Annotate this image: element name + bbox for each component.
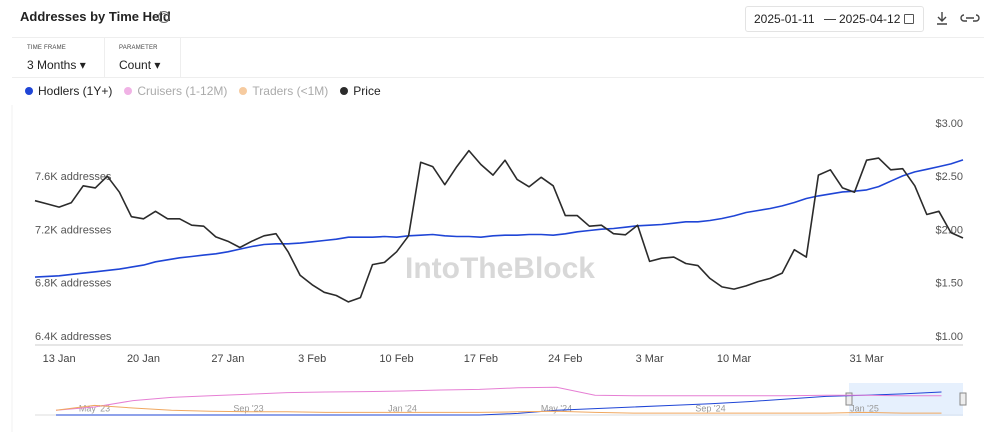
legend-swatch xyxy=(124,87,133,95)
legend: Hodlers (1Y+) Cruisers (1-12M) Traders (… xyxy=(25,84,381,98)
control-value: 3 Months ▾ xyxy=(27,58,86,72)
navigator-handle[interactable] xyxy=(845,392,853,406)
y-tick-label: 7.6K addresses xyxy=(35,171,112,183)
x-tick-label: 13 Jan xyxy=(43,353,76,365)
x-tick-label: 17 Feb xyxy=(464,353,498,365)
x-tick-label: 24 Feb xyxy=(548,353,582,365)
legend-item[interactable]: Cruisers (1-12M) xyxy=(124,84,227,98)
calendar-icon xyxy=(904,14,914,24)
x-tick-label: Sep '23 xyxy=(233,403,263,413)
x-tick-label: Jan '24 xyxy=(388,403,417,413)
y-tick-label: 7.2K addresses xyxy=(35,224,112,236)
x-tick-label: 3 Feb xyxy=(298,353,326,365)
x-tick-label: 20 Jan xyxy=(127,353,160,365)
date-to: 2025-04-12 xyxy=(839,12,901,26)
series-line xyxy=(55,386,942,411)
watermark: IntoTheBlock xyxy=(405,252,595,285)
legend-item[interactable]: Hodlers (1Y+) xyxy=(25,84,112,98)
y2-tick-label: $2.50 xyxy=(935,171,963,183)
x-tick-label: 3 Mar xyxy=(636,353,664,365)
legend-swatch xyxy=(340,87,349,95)
help-icon[interactable]: ? xyxy=(158,11,170,23)
x-tick-label: 27 Jan xyxy=(211,353,244,365)
series-line xyxy=(34,149,964,303)
control-label: TIME FRAME xyxy=(27,45,66,51)
title: Addresses by Time Held xyxy=(20,9,171,24)
x-tick-label: Sep '24 xyxy=(695,403,725,413)
control-value-text: 3 Months xyxy=(27,58,77,72)
series-line xyxy=(56,391,942,416)
x-tick-label: Jan '25 xyxy=(850,403,879,413)
x-tick-label: 10 Mar xyxy=(717,353,752,365)
navigator-selection[interactable] xyxy=(849,383,963,416)
y2-tick-label: $1.50 xyxy=(935,278,963,290)
series-line xyxy=(55,404,942,414)
date-separator xyxy=(824,19,836,20)
y2-tick-label: $1.00 xyxy=(935,331,963,343)
parameter[interactable]: PARAMETER Count ▾ xyxy=(104,38,181,77)
legend-item[interactable]: Price xyxy=(340,84,381,98)
legend-item[interactable]: Traders (<1M) xyxy=(239,84,328,98)
controls: TIME FRAME 3 Months ▾ PARAMETER Count ▾ xyxy=(12,37,984,78)
control-label: PARAMETER xyxy=(119,45,158,51)
date-from: 2025-01-11 xyxy=(754,12,815,26)
y-tick-label: 6.4K addresses xyxy=(35,331,112,343)
legend-label: Cruisers (1-12M) xyxy=(137,84,228,98)
x-tick-label: 10 Feb xyxy=(379,353,413,365)
control-value: Count ▾ xyxy=(119,58,161,72)
legend-label: Price xyxy=(353,84,381,98)
x-tick-label: May '23 xyxy=(79,403,110,413)
x-tick-label: 31 Mar xyxy=(849,353,884,365)
x-tick-label: May '24 xyxy=(541,403,572,413)
series-line xyxy=(34,159,964,278)
legend-label: Hodlers (1Y+) xyxy=(38,84,113,98)
navigator-handle[interactable] xyxy=(959,392,967,406)
y-tick-label: 6.8K addresses xyxy=(35,278,112,290)
y2-tick-label: $3.00 xyxy=(935,118,963,130)
date-range[interactable]: 2025-01-11 2025-04-12 xyxy=(745,6,924,32)
legend-swatch xyxy=(25,87,33,95)
legend-swatch xyxy=(239,87,248,95)
control-value-text: Count xyxy=(119,58,152,72)
time-frame[interactable]: TIME FRAME 3 Months ▾ xyxy=(12,38,105,77)
legend-label: Traders (<1M) xyxy=(252,84,329,98)
